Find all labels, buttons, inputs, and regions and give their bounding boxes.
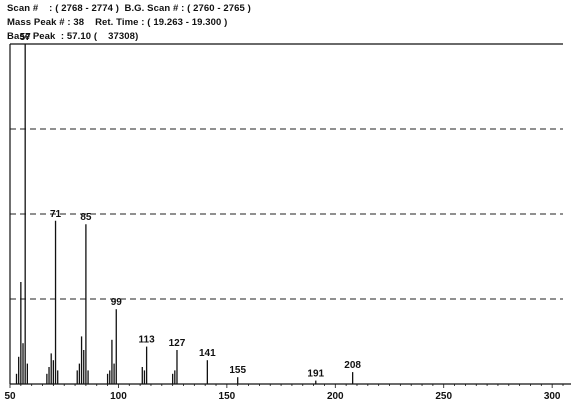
peak-labels: 57 71 85 99 113 127 141 155 191 208	[20, 32, 362, 380]
x-tick-label: 100	[110, 391, 127, 402]
peak-label: 99	[111, 297, 123, 308]
x-axis-ticks: 50 100 150 200 250 300	[4, 384, 564, 402]
peak-label: 141	[199, 348, 216, 359]
peak-label: 71	[50, 209, 62, 220]
x-tick-label: 200	[327, 391, 344, 402]
base-peak-line: Base Peak : 57.10 ( 37308)	[7, 31, 139, 42]
mass-peak-line: Mass Peak # : 38 Ret. Time : ( 19.263 - …	[7, 17, 228, 28]
x-tick-label: 250	[435, 391, 452, 402]
peak-label: 113	[139, 335, 156, 346]
x-tick-label: 50	[4, 391, 16, 402]
grid-lines	[10, 128, 563, 300]
x-tick-label: 150	[219, 391, 236, 402]
peak-bars	[15, 44, 354, 384]
peak-label: 57	[20, 32, 32, 43]
x-tick-label: 300	[544, 391, 561, 402]
peak-label: 85	[80, 212, 92, 223]
scan-info-line: Scan # : ( 2768 - 2774 ) B.G. Scan # : (…	[7, 3, 251, 14]
peak-label: 155	[229, 365, 246, 376]
axes	[9, 43, 571, 385]
peak-label: 208	[344, 360, 361, 371]
peak-label: 127	[169, 338, 186, 349]
peak-label: 191	[307, 369, 324, 380]
